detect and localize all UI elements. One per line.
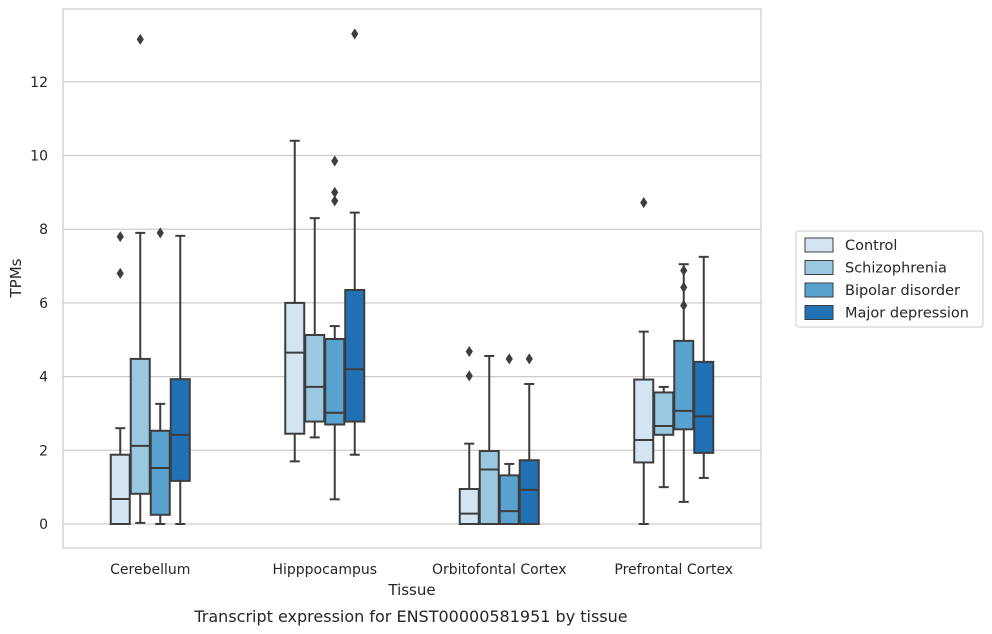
legend-label: Schizophrenia — [845, 261, 947, 277]
box-body — [673, 339, 695, 431]
legend-swatch — [804, 237, 834, 253]
outlier-point — [505, 353, 513, 365]
box-body — [304, 333, 326, 423]
legend-swatch — [804, 260, 834, 275]
legend: Control Schizophrenia Bipolar disorder Majo… — [795, 230, 984, 328]
box-body — [458, 487, 480, 525]
outlier-point — [156, 227, 164, 239]
outlier-point — [525, 353, 533, 365]
outlier-point — [331, 155, 339, 167]
outlier-point — [116, 267, 124, 279]
box-1-1 — [304, 217, 326, 439]
y-tick-label: 6 — [39, 296, 48, 312]
box-body — [498, 474, 520, 525]
legend-frame — [795, 230, 984, 328]
box-body — [693, 360, 715, 454]
box-body — [169, 378, 191, 482]
y-tick-label: 2 — [39, 443, 48, 459]
plot-area-frame — [62, 8, 762, 549]
outlier-point — [351, 28, 359, 40]
y-tick-label: 10 — [30, 149, 48, 165]
box-body — [109, 453, 131, 525]
y-tick-label: 4 — [39, 370, 48, 386]
legend-swatch — [804, 282, 834, 298]
y-tick-label: 0 — [39, 517, 48, 533]
box-body — [633, 378, 655, 464]
box-0-1 — [129, 33, 151, 524]
box-body — [149, 429, 171, 516]
legend-label: Bipolar disorder — [845, 283, 960, 299]
outlier-point — [680, 264, 688, 276]
y-axis-label: TPMs — [7, 258, 25, 298]
box-body — [129, 357, 151, 495]
box-body — [653, 391, 675, 436]
box-body — [478, 450, 500, 525]
x-tick-label: Prefrontal Cortex — [614, 562, 733, 578]
outlier-point — [116, 231, 124, 243]
box-2-3 — [518, 353, 540, 526]
boxes — [109, 28, 715, 526]
x-tick-label: Cerebellum — [110, 562, 190, 578]
y-axis-tick-labels: 0 2 4 6 8 10 12 — [30, 75, 48, 533]
box-0-0 — [109, 231, 131, 525]
legend-swatch — [804, 305, 834, 320]
outlier-point — [680, 299, 688, 311]
box-1-3 — [344, 28, 366, 456]
x-axis-label: Tissue — [387, 581, 435, 599]
box-1-0 — [284, 139, 306, 463]
legend-label: Control — [845, 238, 897, 254]
x-tick-label: Orbitofontal Cortex — [432, 562, 567, 578]
box-body — [284, 301, 306, 435]
x-axis-tick-labels: Cerebellum Hipppocampus Orbitofontal Corte… — [110, 562, 733, 578]
outlier-point — [640, 197, 648, 209]
box-3-3 — [693, 255, 715, 479]
outlier-point — [331, 195, 339, 207]
box-3-1 — [653, 385, 675, 489]
outlier-point — [465, 370, 473, 382]
legend-label: Major depression — [845, 306, 969, 322]
box-body — [324, 338, 346, 426]
y-tick-label: 8 — [39, 222, 48, 238]
box-body — [518, 459, 540, 526]
box-0-3 — [169, 234, 191, 525]
outlier-point — [331, 186, 339, 198]
box-3-0 — [633, 197, 655, 525]
box-3-2 — [673, 263, 695, 503]
box-1-2 — [324, 155, 346, 501]
box-body — [344, 289, 366, 423]
outlier-point — [136, 33, 144, 45]
outlier-point — [465, 346, 473, 358]
x-tick-label: Hipppocampus — [272, 562, 377, 578]
outlier-point — [680, 281, 688, 293]
chart-caption: Transcript expression for ENST0000058195… — [193, 607, 627, 626]
y-tick-label: 12 — [30, 75, 48, 91]
